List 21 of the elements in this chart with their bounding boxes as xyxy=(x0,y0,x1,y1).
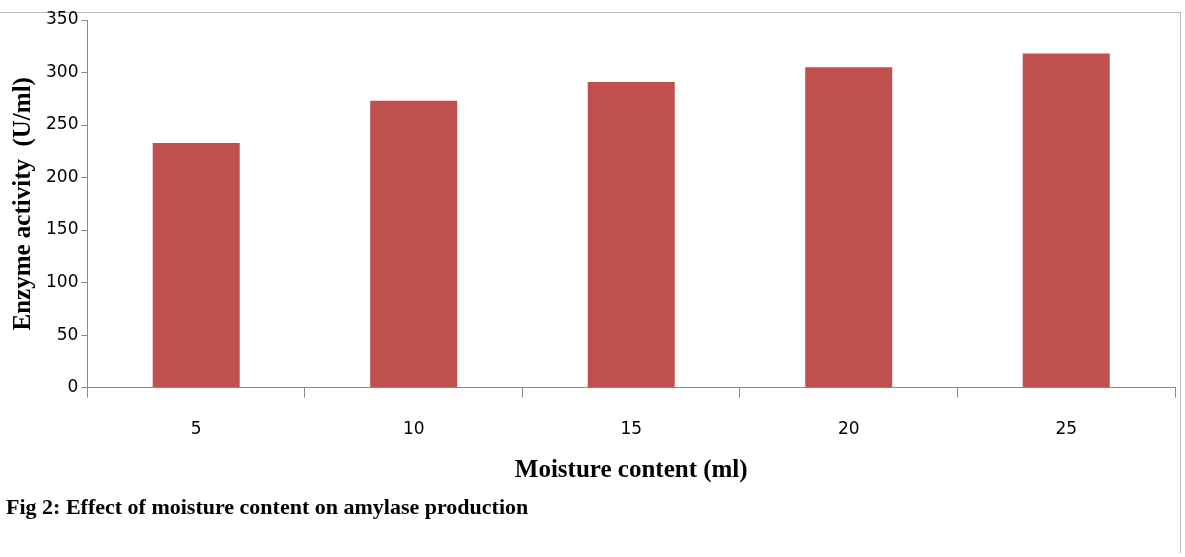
bar xyxy=(1022,53,1110,388)
bar xyxy=(152,142,240,388)
x-tick-label: 25 xyxy=(1055,418,1078,439)
bar xyxy=(370,100,458,388)
bar xyxy=(587,81,675,388)
y-tick-label: 250 xyxy=(45,113,79,134)
y-tick-label: 150 xyxy=(45,218,79,239)
x-tick-label: 20 xyxy=(837,418,860,439)
y-tick-label: 0 xyxy=(67,376,79,397)
y-tick-label: 350 xyxy=(45,8,79,29)
y-axis-title: Enzyme activity (U/ml) xyxy=(8,77,37,331)
x-axis-title: Moisture content (ml) xyxy=(514,455,748,484)
y-tick-label: 200 xyxy=(45,165,79,186)
y-tick-label: 300 xyxy=(45,60,79,81)
y-tick-label: 50 xyxy=(56,323,79,344)
x-tick-label: 5 xyxy=(190,418,202,439)
x-tick-label: 10 xyxy=(402,418,425,439)
bar xyxy=(805,67,893,388)
caption: Fig 2: Effect of moisture content on amylase production xyxy=(6,494,529,520)
x-tick-label: 15 xyxy=(620,418,643,439)
y-tick-label: 100 xyxy=(45,270,79,291)
